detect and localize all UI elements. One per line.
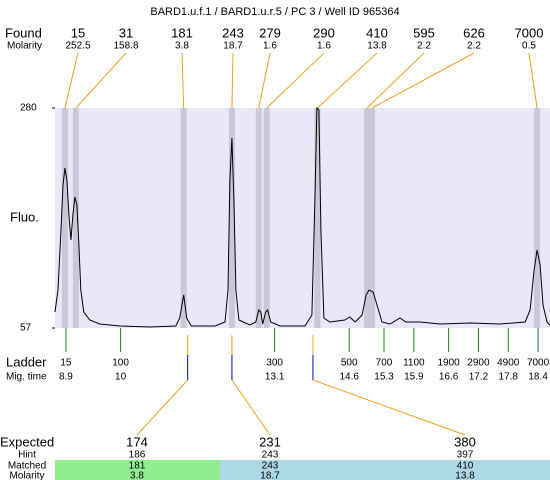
peak-connector (75, 52, 127, 109)
expected-size: 174 (126, 434, 148, 449)
ladder-size: 1900 (437, 358, 460, 369)
matched-cell (320, 460, 550, 480)
ladder-size: 1100 (403, 358, 425, 369)
found-size: 595 (413, 25, 435, 40)
found-molarity: 2.2 (417, 41, 431, 52)
molarity-label: Molarity (7, 41, 42, 52)
ladder-size: 2900 (467, 358, 490, 369)
peak-band (61, 108, 68, 328)
ladder-time: 17.2 (469, 372, 489, 383)
chart-title: BARD1.u.f.1 / BARD1.u.r.5 / PC 3 / Well … (150, 6, 399, 18)
expected-connector (136, 379, 189, 436)
molarity-label: Molarity (9, 471, 44, 480)
found-molarity: 1.6 (263, 41, 277, 52)
found-molarity: 13.8 (367, 41, 387, 52)
peak-band (314, 108, 321, 328)
found-molarity: 18.7 (223, 41, 243, 52)
found-size: 243 (222, 25, 244, 40)
peak-band (180, 108, 187, 328)
ladder-time: 15.3 (374, 372, 394, 383)
matched-molarity: 3.8 (130, 471, 144, 480)
mig-time-label: Mig. time (6, 372, 47, 383)
trace (54, 106, 550, 328)
found-size: 15 (71, 25, 85, 40)
expected-connector (231, 379, 271, 436)
found-size: 181 (171, 25, 193, 40)
found-size: 31 (119, 25, 133, 40)
peak-connector (258, 52, 271, 109)
peak-connector (371, 52, 475, 109)
ladder-time: 16.6 (439, 372, 459, 383)
peak-connector (317, 52, 378, 109)
hint-size: 186 (129, 450, 146, 461)
ladder-size: 7000 (527, 358, 550, 369)
found-size: 626 (463, 25, 485, 40)
peak-connector (366, 52, 425, 109)
hint-label: Hint (18, 450, 36, 461)
matched-cell (220, 460, 320, 480)
ladder-size: 300 (266, 358, 283, 369)
found-molarity: 158.8 (113, 41, 138, 52)
ladder-time: 15.9 (404, 372, 424, 383)
ladder-time: 14.6 (339, 372, 359, 383)
found-molarity: 1.6 (317, 41, 331, 52)
ladder-time: 17.8 (499, 372, 519, 383)
found-molarity: 3.8 (175, 41, 189, 52)
y-tick-label: 280 (20, 103, 37, 114)
peak-band (255, 108, 262, 328)
expected-size: 380 (454, 434, 476, 449)
peak-connector (231, 52, 234, 109)
matched-size: 410 (457, 461, 474, 472)
y-tick-label: 57 (20, 323, 32, 334)
found-size: 410 (366, 25, 388, 40)
found-molarity: 252.5 (65, 41, 90, 52)
ladder-time: 13.1 (265, 372, 285, 383)
found-size: 279 (259, 25, 281, 40)
y-axis-label: Fluo. (10, 209, 39, 224)
peak-connector (181, 52, 185, 109)
found-size: 7000 (515, 25, 544, 40)
ladder-size: 15 (60, 358, 72, 369)
peak-connector (266, 52, 325, 109)
ladder-time: 8.9 (59, 372, 73, 383)
peak-band (228, 108, 235, 328)
peak-band (534, 108, 541, 328)
plot-area (55, 108, 550, 328)
found-molarity: 0.5 (522, 41, 536, 52)
peak-band (364, 108, 371, 328)
ladder-size: 4900 (497, 358, 520, 369)
matched-label: Matched (8, 461, 46, 472)
found-label: Found (5, 25, 42, 40)
peak-band (263, 108, 270, 328)
expected-connector (312, 379, 466, 436)
matched-size: 243 (262, 461, 279, 472)
peak-band (369, 108, 376, 328)
found-size: 290 (313, 25, 335, 40)
matched-molarity: 13.8 (455, 471, 475, 480)
found-molarity: 2.2 (467, 41, 481, 52)
matched-cell (55, 460, 220, 480)
ladder-size: 100 (112, 358, 129, 369)
peak-connector (528, 52, 538, 109)
ladder-size: 500 (341, 358, 358, 369)
ladder-time: 18.4 (528, 372, 548, 383)
hint-size: 397 (457, 450, 474, 461)
expected-label: Expected (0, 434, 54, 449)
ladder-label: Ladder (6, 354, 47, 369)
ladder-size: 700 (376, 358, 393, 369)
ladder-time: 10 (115, 372, 127, 383)
matched-size: 181 (129, 461, 146, 472)
expected-size: 231 (259, 434, 281, 449)
hint-size: 243 (262, 450, 279, 461)
peak-connector (64, 52, 79, 109)
matched-molarity: 18.7 (260, 471, 280, 480)
peak-band (72, 108, 79, 328)
